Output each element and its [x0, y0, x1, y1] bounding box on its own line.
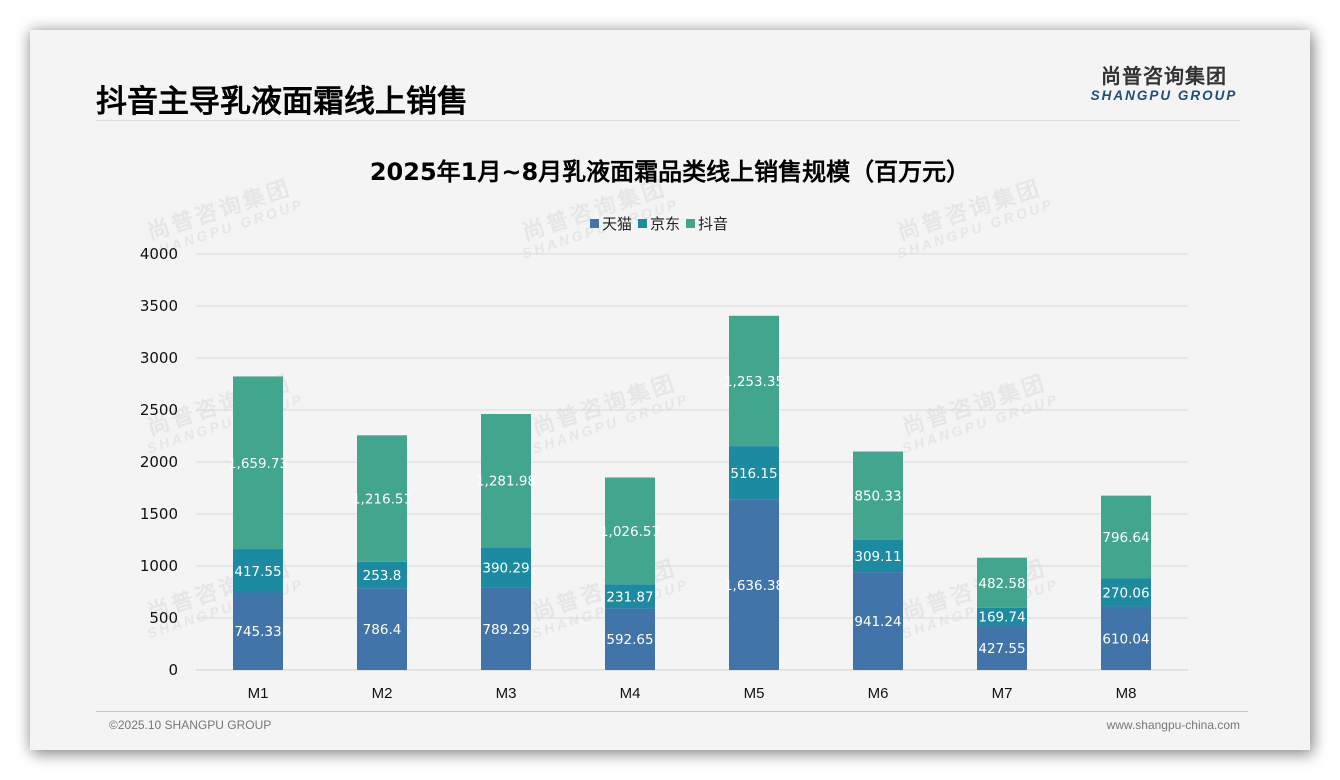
legend-swatch	[686, 219, 696, 228]
bar-segment	[853, 539, 903, 573]
data-label: 427.55	[978, 641, 1025, 657]
data-label: 482.58	[978, 576, 1025, 592]
bar-segment	[605, 584, 655, 609]
legend-label: 京东	[650, 215, 681, 233]
title-divider	[96, 120, 1240, 121]
legend-item-tmall: 天猫	[590, 213, 632, 234]
y-tick-label: 500	[149, 609, 178, 627]
legend-item-jd: 京东	[638, 213, 680, 234]
y-tick-label: 0	[168, 661, 178, 679]
data-label: 592.65	[606, 632, 653, 648]
company-logo: 尚普咨询集团 SHANGPU GROUP	[1088, 64, 1240, 104]
data-label: 417.55	[234, 564, 281, 580]
chart-title: 2025年1月~8月乳液面霜品类线上销售规模（百万元）	[369, 158, 971, 186]
bar-segment	[853, 572, 903, 670]
data-label: 1,636.38	[724, 578, 784, 594]
bar-segment	[481, 547, 531, 588]
bar-segment	[481, 413, 531, 548]
y-tick-label: 3000	[140, 349, 178, 367]
data-label: 941.24	[854, 614, 901, 630]
bar-segment	[729, 446, 779, 500]
bar-segment	[729, 499, 779, 670]
data-label: 231.87	[606, 589, 653, 605]
bar-segment	[357, 435, 407, 562]
legend-swatch	[590, 219, 599, 228]
data-label: 789.29	[482, 622, 529, 638]
chart-legend: 天猫 京东 抖音	[590, 213, 728, 234]
data-label: 796.64	[1102, 530, 1149, 546]
y-tick-label: 1000	[140, 557, 178, 575]
logo-english-text: SHANGPU GROUP	[1090, 88, 1238, 103]
bar-segment	[481, 587, 531, 670]
y-tick-label: 1500	[140, 505, 178, 523]
bar-segment	[357, 588, 407, 670]
bar-segment	[357, 561, 407, 589]
data-label: 850.33	[854, 489, 901, 505]
y-tick-label: 2000	[140, 453, 178, 471]
y-tick-label: 2500	[140, 401, 178, 419]
footer-copyright: ©2025.10 SHANGPU GROUP	[109, 718, 272, 732]
data-label: 1,659.73	[228, 456, 288, 472]
x-tick-label: M2	[372, 685, 393, 702]
y-tick-label: 3500	[140, 297, 178, 315]
x-tick-label: M5	[744, 685, 765, 702]
bar-segment	[729, 315, 779, 447]
bar-segment	[1101, 606, 1151, 670]
data-label: 270.06	[1102, 586, 1149, 602]
bar-segment	[1101, 578, 1151, 607]
bar-segment	[233, 592, 283, 670]
x-tick-label: M6	[868, 685, 889, 702]
data-label: 390.29	[482, 561, 529, 577]
data-label: 1,253.35	[724, 374, 784, 390]
bar-segment	[853, 451, 903, 540]
legend-swatch	[638, 219, 648, 228]
x-tick-label: M4	[620, 685, 641, 702]
bar-segment	[605, 477, 655, 585]
y-tick-label: 4000	[140, 245, 178, 263]
footer-website: www.shangpu-china.com	[1106, 718, 1240, 732]
data-label: 516.15	[730, 466, 777, 482]
bar-segment	[605, 608, 655, 670]
data-label: 1,216.51	[352, 492, 412, 508]
page-title: 抖音主导乳液面霜线上销售	[96, 84, 468, 120]
bar-segment	[977, 607, 1027, 626]
bar-segment	[233, 376, 283, 550]
x-tick-label: M1	[248, 685, 269, 702]
bar-segment	[977, 625, 1027, 670]
footer-divider	[96, 711, 1248, 712]
logo-chinese-text: 尚普咨询集团	[1101, 64, 1227, 88]
bar-segment	[233, 549, 283, 593]
legend-item-douyin: 抖音	[686, 213, 728, 234]
data-label: 309.11	[854, 549, 901, 565]
bar-segment	[1101, 495, 1151, 579]
data-label: 1,026.57	[600, 524, 660, 540]
x-tick-label: M3	[496, 685, 517, 702]
data-label: 786.4	[363, 622, 402, 638]
data-label: 1,281.98	[476, 474, 536, 490]
stacked-bar-chart: 0 500 1000 1500 2000 2500 3000 3500 4000 745.33 41…	[140, 245, 1188, 702]
legend-label: 抖音	[698, 215, 729, 233]
data-label: 745.33	[234, 624, 281, 640]
slide: 尚普咨询集团 SHANGPU GROUP 尚普咨询集团 SHANGPU GROUP …	[30, 30, 1310, 750]
x-tick-label: M7	[992, 685, 1013, 702]
x-tick-label: M8	[1116, 685, 1137, 702]
data-label: 169.74	[978, 610, 1025, 626]
bar-segment	[977, 557, 1027, 608]
data-label: 610.04	[1102, 631, 1149, 647]
legend-label: 天猫	[602, 215, 633, 233]
data-label: 253.8	[363, 568, 402, 584]
